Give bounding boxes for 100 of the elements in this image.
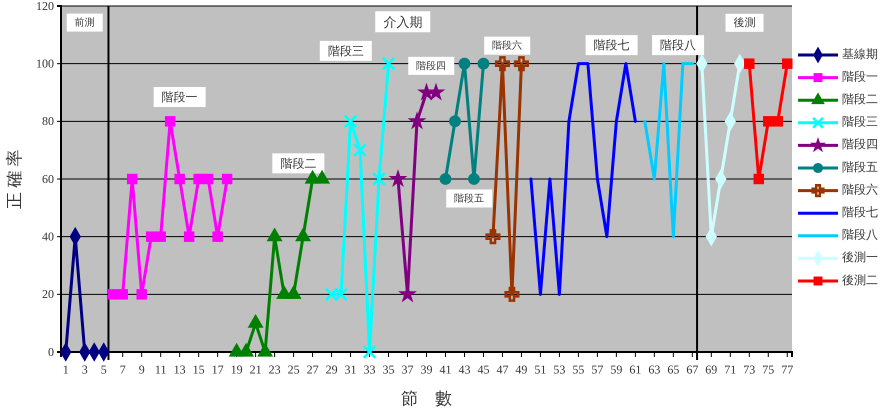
point: [382, 56, 396, 71]
legend-label: 階段一: [842, 69, 878, 84]
x-tick-label: 33: [364, 362, 376, 377]
x-tick-label: 3: [82, 362, 88, 377]
x-tick-label: 27: [306, 362, 319, 377]
x-tick-label: 7: [120, 362, 126, 377]
line-series: [643, 62, 694, 238]
x-tick-label: 5: [100, 362, 107, 377]
point: [388, 169, 408, 188]
point: [440, 173, 452, 185]
point: [372, 172, 386, 186]
point: [202, 174, 214, 184]
y-tick-label: 80: [42, 114, 54, 128]
y-axis-title: 正 確 率: [5, 149, 24, 209]
legend-label: 階段三: [842, 114, 878, 129]
x-tick-label: 45: [477, 362, 490, 377]
x-tick-label: 49: [515, 362, 528, 377]
x-tick-label: 37: [402, 362, 414, 377]
y-tick-label: 120: [36, 0, 54, 13]
point: [222, 174, 232, 184]
x-tick-label: 23: [268, 362, 281, 377]
point: [468, 173, 480, 185]
point: [155, 231, 166, 242]
x-tick-label: 75: [762, 362, 774, 377]
x-tick-label: 47: [496, 362, 508, 377]
x-tick-label: 1: [62, 362, 69, 377]
annotation: 介入期: [383, 14, 422, 30]
x-tick-label: 53: [553, 362, 566, 377]
point: [174, 174, 185, 184]
x-tick-label: 11: [154, 362, 166, 377]
point: [362, 345, 377, 359]
legend-label: 階段五: [842, 160, 878, 174]
x-tick-label: 41: [439, 362, 452, 377]
point: [504, 286, 520, 302]
x-tick-label: 71: [724, 362, 736, 377]
y-tick-label: 0: [48, 344, 54, 359]
y-tick-label: 100: [36, 56, 54, 71]
legend-label: 後測一: [842, 250, 878, 264]
x-tick-label: 17: [212, 362, 224, 377]
annotation: 階段五: [454, 192, 484, 204]
point: [146, 231, 156, 242]
x-tick-label: 55: [572, 362, 584, 377]
point: [744, 58, 755, 69]
legend-label: 階段六: [842, 182, 878, 196]
x-tick-label: 39: [420, 362, 432, 377]
y-tick-label: 60: [42, 172, 54, 186]
legend-label: 階段二: [842, 92, 878, 106]
point: [117, 289, 128, 300]
point: [458, 58, 470, 70]
point: [782, 58, 792, 69]
annotation: 階段八: [660, 38, 696, 52]
x-tick-label: 65: [667, 362, 680, 377]
x-tick-label: 57: [591, 362, 604, 377]
annotation: 階段六: [492, 40, 522, 52]
point: [108, 289, 118, 300]
legend-label: 基線期: [842, 46, 878, 61]
point: [344, 114, 358, 128]
point: [772, 116, 784, 127]
point: [514, 56, 529, 72]
x-tick-label: 51: [534, 362, 546, 377]
x-tick-label: 77: [781, 362, 794, 377]
x-tick-label: 31: [344, 362, 357, 377]
point: [126, 174, 138, 184]
x-tick-label: 59: [610, 362, 622, 377]
x-tick-label: 21: [250, 362, 262, 377]
annotation: 階段七: [594, 38, 630, 52]
annotation: 後測: [734, 16, 756, 29]
x-axis-title: 節 數: [401, 389, 452, 408]
point: [478, 58, 490, 70]
x-tick-label: 19: [230, 362, 243, 377]
x-tick-label: 69: [705, 362, 718, 377]
annotation: 階段二: [280, 156, 316, 170]
point: [485, 229, 500, 244]
x-tick-label: 63: [648, 362, 660, 377]
line-series: [529, 62, 637, 296]
legend-label: 階段八: [842, 228, 878, 242]
annotation: 階段一: [162, 90, 198, 104]
x-tick-label: 29: [326, 362, 338, 377]
legend-label: 後測二: [842, 272, 878, 287]
point: [494, 56, 510, 72]
x-tick-label: 35: [382, 362, 395, 377]
point: [212, 231, 223, 242]
point: [408, 111, 426, 130]
annotation: 階段三: [328, 44, 364, 58]
x-tick-label: 13: [174, 362, 186, 377]
x-tick-label: 43: [458, 362, 470, 377]
x-tick-label: 9: [138, 362, 145, 377]
legend-label: 階段四: [842, 137, 878, 152]
point: [449, 115, 461, 128]
annotation: 前測: [74, 16, 95, 29]
point: [763, 116, 774, 127]
y-tick-label: 40: [42, 230, 54, 244]
x-tick-label: 25: [288, 362, 300, 377]
x-tick-label: 67: [686, 362, 698, 377]
legend-label: 階段七: [842, 204, 878, 219]
annotation: 階段四: [416, 60, 446, 72]
x-tick-label: 73: [743, 362, 756, 377]
x-tick-label: 61: [629, 362, 642, 377]
x-tick-label: 15: [192, 362, 205, 377]
point: [184, 231, 194, 242]
